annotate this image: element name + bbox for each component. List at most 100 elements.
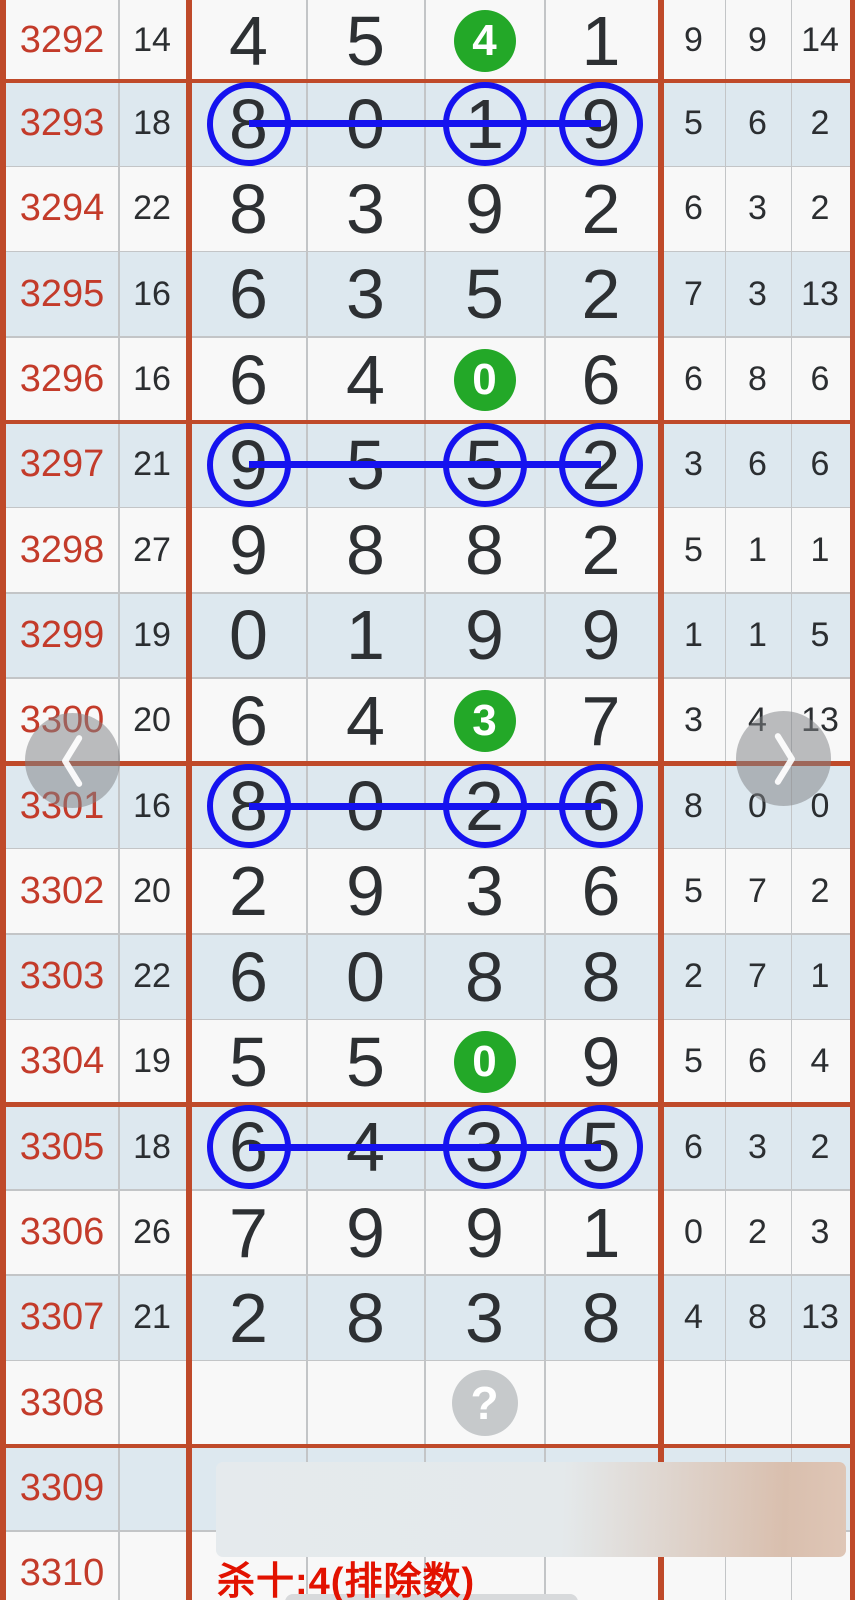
digit-cell: 2 [545,166,657,251]
stat-cell: 7 [748,957,767,996]
blue-link-line [248,461,601,469]
digit-cell: 4 [425,0,544,81]
table-row: 3302 20 2 9 3 6 5 7 2 [0,848,855,934]
digit-cell: 8 [307,1275,424,1360]
digit-cell: 9 [425,593,544,678]
digit-value: 2 [581,169,621,248]
section-border [657,0,664,1600]
period-cell: 3296 [19,358,105,401]
digit-value: 3 [465,1278,504,1357]
digit-value: 9 [346,852,385,931]
table-row: 3293 18 8 0 1 9 5 6 2 [0,81,855,167]
scroll-hint-bar [285,1594,578,1600]
stat-cell [791,1361,849,1446]
stat-cell: 4 [810,1042,830,1081]
stat-cell: 2 [810,871,830,910]
digit-value: 6 [581,852,621,931]
kill-number-text: 杀十:4(排除数) [217,1561,476,1600]
stat-cell: 3 [748,274,767,313]
sum-cell: 26 [133,1213,171,1252]
sum-cell: 20 [133,701,171,740]
digit-cell: 9 [307,849,424,934]
stat-cell: 1 [684,615,703,654]
digit-value: 9 [465,1193,504,1272]
sum-cell [119,1446,185,1531]
digit-cell: 6 [191,678,306,763]
stat-cell [725,1361,790,1446]
digit-value: 3 [465,852,504,931]
digit-value: 8 [465,937,504,1016]
stat-cell: 7 [748,871,767,910]
digit-value: 2 [581,511,621,590]
digit-value: 2 [229,1278,268,1357]
period-cell: 3299 [19,613,105,656]
column-divider [424,0,426,1600]
period-cell: 3294 [19,187,105,230]
table-row: 3298 27 9 8 8 2 5 1 1 [0,507,855,593]
row-divider [0,1102,855,1107]
column-divider [118,0,120,1600]
digit-cell: 0 [307,934,424,1019]
stat-cell: 5 [684,871,703,910]
stat-cell: 3 [748,189,767,228]
digit-value: 2 [581,255,621,334]
digit-value: 4 [346,681,385,760]
digit-cell: 6 [545,337,657,422]
digit-value: 1 [581,1193,621,1272]
sum-cell: 21 [133,1298,171,1337]
stat-cell: 13 [801,274,839,313]
redacted-overlay [216,1462,846,1557]
digit-value: 9 [465,596,504,675]
digit-value: 4 [229,1,268,80]
table-row: 3303 22 6 0 8 8 2 7 1 [0,934,855,1020]
next-page-button[interactable] [736,711,831,806]
stat-cell: 7 [684,274,703,313]
digit-value: 2 [229,852,268,931]
stat-cell: 5 [684,530,703,569]
digit-value: 9 [581,1022,621,1101]
row-divider [0,933,855,935]
period-cell: 3306 [19,1211,105,1254]
digit-cell [191,1361,306,1446]
prev-page-button[interactable] [25,713,120,808]
digit-cell: 7 [545,678,657,763]
stat-cell: 6 [748,445,767,484]
blue-link-line [248,120,601,128]
stat-cell: 0 [810,786,830,825]
period-cell: 3293 [19,102,105,145]
period-cell: 3302 [19,869,105,912]
digit-cell: 9 [307,1190,424,1275]
digit-cell: 6 [191,252,306,337]
digit-cell: 1 [307,593,424,678]
period-cell: 3303 [19,955,105,998]
stat-cell: 2 [810,104,830,143]
stat-cell: 6 [748,104,767,143]
period-cell: 3304 [19,1040,105,1083]
digit-cell: 9 [425,1190,544,1275]
chevron-left-icon [53,726,93,796]
stat-cell: 1 [810,957,830,996]
table-row: 3295 16 6 3 5 2 7 3 13 [0,251,855,337]
row-divider [0,847,855,850]
digit-value: 9 [581,596,621,675]
digit-cell: 1 [545,0,657,81]
period-cell: 3298 [19,528,105,571]
stat-cell: 5 [684,1042,703,1081]
digit-cell [307,1361,424,1446]
digit-cell: 3 [307,252,424,337]
digit-value: 4 [346,340,385,419]
digit-value: 5 [346,1,385,80]
row-divider [0,1018,855,1021]
stat-cell: 2 [748,1213,767,1252]
stat-cell: 3 [684,701,703,740]
stat-cell: 2 [684,957,703,996]
digit-cell: 9 [545,593,657,678]
digit-value: 8 [346,511,385,590]
digit-cell: 2 [191,1275,306,1360]
stat-cell: 2 [810,189,830,228]
table-row: 3296 16 6 4 0 6 6 8 6 [0,336,855,423]
stat-cell: 4 [684,1298,703,1337]
question-mark-icon: ? [451,1370,518,1437]
section-border [0,0,6,1600]
